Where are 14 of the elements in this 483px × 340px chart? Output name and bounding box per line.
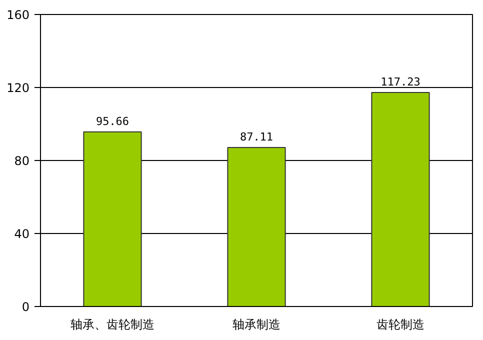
x-tick-label: 轴承、齿轮制造 — [70, 318, 154, 332]
bar — [227, 147, 286, 306]
data-label: 87.11 — [240, 130, 274, 144]
y-tick-label: 40 — [14, 227, 30, 241]
x-tick-label: 齿轮制造 — [376, 318, 424, 332]
y-tick-label: 0 — [22, 300, 30, 314]
y-tick-label: 160 — [6, 8, 30, 22]
y-tick-label: 80 — [14, 154, 30, 168]
x-tick-label: 轴承制造 — [232, 318, 280, 332]
bar — [371, 92, 430, 306]
y-tick-label: 120 — [6, 81, 30, 95]
data-label: 117.23 — [380, 76, 420, 89]
bar — [83, 131, 142, 306]
data-label: 95.66 — [96, 114, 130, 128]
